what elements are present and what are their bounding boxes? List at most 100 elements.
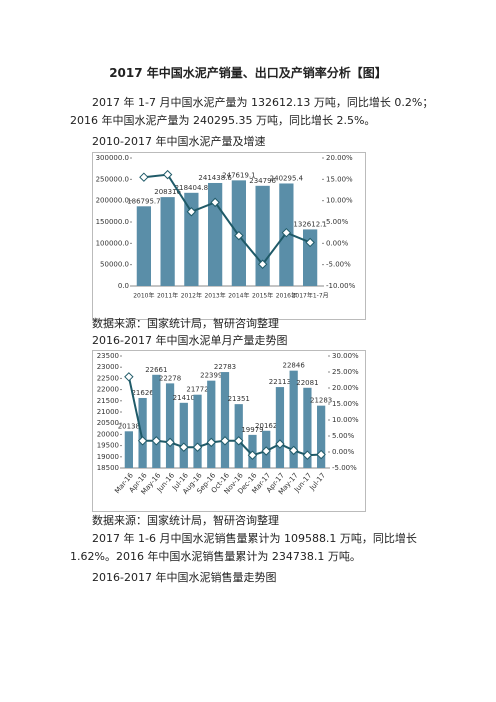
source-note: 数据来源：国家统计局，智研咨询整理 — [92, 514, 279, 527]
y-tick-label: 20500 — [97, 419, 119, 427]
line-marker — [192, 442, 203, 452]
line-marker — [275, 439, 285, 449]
line-marker — [165, 437, 175, 448]
y-tick-label: 23500 — [97, 352, 119, 360]
bar — [138, 397, 147, 468]
line-marker — [288, 445, 299, 456]
plot-frame — [92, 350, 366, 512]
bar — [193, 394, 202, 468]
y2-tick-label: 5.00% — [326, 218, 349, 226]
data-label: 241438.6 — [198, 174, 232, 182]
y2-tick-label: -10.00% — [326, 282, 356, 290]
y2-tick-label: 15.00% — [332, 400, 359, 408]
data-label: 22081 — [296, 379, 318, 387]
line-marker — [305, 237, 315, 248]
y2-tick-label: -5.00% — [332, 464, 357, 472]
y-tick-label: 0.0 — [118, 282, 129, 290]
bar — [165, 383, 175, 468]
y2-tick-label: 25.00% — [332, 368, 359, 376]
chart: 18500 19000 19500 20000 20500 21000 21500 22000… — [92, 350, 366, 512]
x-tick-label: 2017年1-7月 — [292, 292, 329, 300]
chart-title: 2010-2017 年中国水泥产量及增速 — [92, 135, 266, 148]
line-marker — [247, 450, 258, 460]
y-tick-label: 22000 — [97, 386, 119, 394]
bar — [234, 404, 243, 468]
y-tick-label: 300000.0 — [96, 154, 129, 162]
x-tick-label: 2010年 — [133, 292, 154, 300]
y-tick-label: 22500 — [97, 374, 119, 382]
data-label: 22399 — [200, 372, 222, 380]
y2-tick-label: 5.00% — [332, 432, 355, 440]
line-marker — [261, 446, 271, 456]
y2-tick-label: 10.00% — [326, 197, 353, 205]
data-label: 22783 — [214, 363, 236, 371]
y-tick-label: 50000.0 — [100, 261, 129, 269]
y-tick-label: 200000.0 — [96, 197, 129, 205]
bar — [179, 402, 188, 468]
y-tick-label: 18500 — [97, 464, 119, 472]
y2-tick-label: 20.00% — [326, 154, 353, 162]
bar — [289, 370, 298, 468]
y-tick-label: 20000 — [97, 430, 119, 438]
bar — [152, 374, 161, 468]
x-tick-label: 2015年 — [252, 292, 273, 300]
data-label: 22278 — [159, 374, 181, 382]
data-label: 21410 — [173, 394, 195, 402]
data-label: 21626 — [131, 389, 154, 397]
line-marker — [220, 436, 230, 446]
line-marker — [124, 372, 134, 382]
line-marker — [234, 230, 244, 241]
x-tick-label: 2011年 — [157, 292, 178, 300]
data-label: 218404.8 — [175, 184, 208, 192]
bar — [303, 387, 312, 468]
line-marker — [302, 450, 313, 460]
line-marker — [151, 436, 162, 446]
y-tick-label: 21000 — [97, 408, 119, 416]
data-label: 22661 — [145, 366, 167, 374]
bar — [207, 380, 216, 468]
y-tick-label: 150000.0 — [96, 218, 129, 226]
source-note: 数据来源：国家统计局，智研咨询整理 — [92, 317, 279, 330]
x-tick-label: 2013年 — [204, 292, 225, 300]
bar — [136, 206, 151, 286]
bar — [220, 372, 230, 468]
section-heading: 2016-2017 年中国水泥销售量走势图 — [92, 571, 277, 584]
bar — [160, 197, 175, 286]
line-marker — [137, 436, 148, 446]
data-label: 21283 — [310, 397, 332, 405]
y-tick-label: 250000.0 — [96, 175, 129, 183]
y-tick-label: 23000 — [97, 363, 119, 371]
bar — [184, 192, 199, 286]
data-label: 20162 — [255, 422, 277, 430]
data-label: 22113 — [269, 378, 291, 386]
paragraph: 2017 年 1-7 月中国水泥产量为 132612.13 万吨，同比增长 0.… — [70, 96, 434, 127]
y2-tick-label: 10.00% — [332, 416, 359, 424]
plot-frame — [92, 152, 366, 320]
line-marker — [162, 169, 173, 180]
y2-tick-label: 30.00% — [332, 352, 359, 360]
data-label: 21351 — [228, 395, 250, 403]
x-tick-label: 2016年 — [276, 292, 297, 300]
data-label: 21772 — [186, 386, 208, 394]
chart-title: 2016-2017 年中国水泥单月产量走势图 — [92, 334, 288, 347]
line-marker — [316, 449, 326, 460]
y2-tick-label: 15.00% — [326, 175, 353, 183]
x-tick-label: 2014年 — [228, 292, 249, 300]
data-label: 234796 — [249, 177, 276, 185]
data-label: 20138 — [118, 422, 140, 430]
bar — [275, 387, 285, 468]
bar — [255, 185, 270, 286]
y-tick-label: 21500 — [97, 397, 119, 405]
doc-title: 2017 年中国水泥产销量、出口及产销率分析【图】 — [109, 66, 387, 80]
y-tick-label: 100000.0 — [96, 239, 129, 247]
data-label: 22846 — [283, 362, 306, 370]
line-marker — [179, 442, 189, 452]
y2-tick-label: 0.00% — [332, 448, 355, 456]
data-label: 19979 — [241, 426, 263, 434]
line-marker — [234, 436, 244, 446]
data-label: 247619.1 — [222, 171, 255, 179]
y-tick-label: 19500 — [97, 442, 119, 450]
line-marker — [257, 259, 268, 269]
x-tick-label: 2012年 — [181, 292, 202, 300]
